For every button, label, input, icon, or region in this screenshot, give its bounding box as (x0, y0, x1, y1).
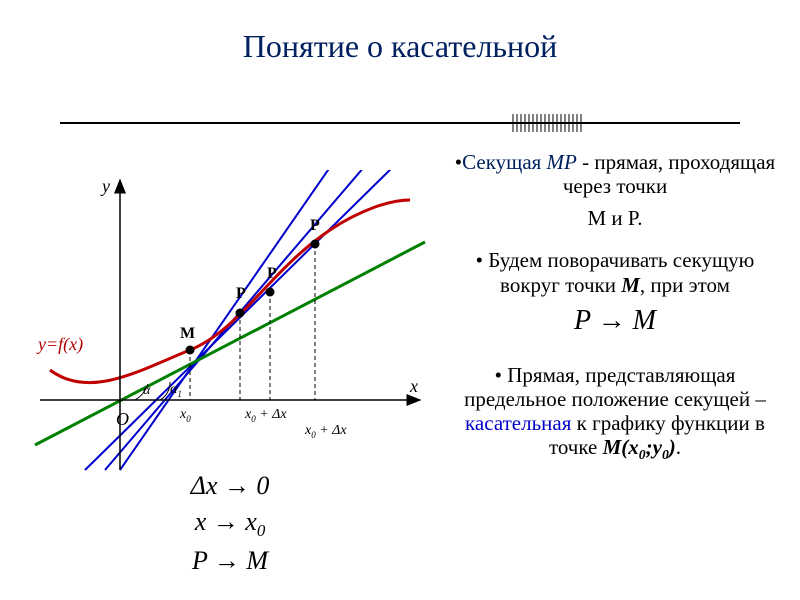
para-rotate: • Будем поворачивать секущую вокруг точк… (450, 248, 780, 296)
point-P2 (266, 288, 275, 297)
para-m-and-p: M и P. (450, 206, 780, 230)
horizontal-rule (60, 122, 740, 124)
alpha-label: α (143, 383, 151, 398)
x-tick-label: x0 (179, 407, 191, 424)
formula-dx: Δx → 0 (120, 468, 340, 504)
graph-svg: MPPPyxOy=f(x)x0x0 + Δxx0 + Δxαα1 (30, 170, 430, 480)
y-axis-label: y (100, 176, 110, 196)
secant-line (120, 170, 335, 470)
function-curve (50, 200, 410, 383)
formula-pm-below: P → M (120, 543, 340, 579)
origin-label: O (116, 409, 129, 429)
point-P3 (311, 240, 320, 249)
slide-title: Понятие о касательной (0, 28, 800, 65)
para-tangent-def: • Прямая, представляющая предельное поло… (450, 363, 780, 463)
function-label: y=f(x) (36, 334, 83, 355)
formula-p-to-m: P → M (450, 305, 780, 337)
limit-formulas: Δx → 0 x → x0 P → M (120, 468, 340, 580)
x-axis-label: x (409, 376, 418, 396)
point-label-P3: P (310, 217, 320, 234)
point-label-M: M (180, 325, 195, 342)
explanation-text: •Секущая MP - прямая, проходящая через т… (450, 150, 780, 471)
point-label-P1: P (236, 285, 246, 302)
tangent-diagram: MPPPyxOy=f(x)x0x0 + Δxx0 + Δxαα1 (30, 170, 430, 470)
x-tick-label: x0 + Δx (304, 423, 347, 440)
point-P1 (236, 309, 245, 318)
point-M (186, 346, 195, 355)
para-secant-def: •Секущая MP - прямая, проходящая через т… (450, 150, 780, 198)
formula-xx0: x → x0 (120, 504, 340, 543)
point-label-P2: P (267, 265, 277, 282)
tangent-line (35, 242, 425, 445)
x-tick-label: x0 + Δx (244, 407, 287, 424)
